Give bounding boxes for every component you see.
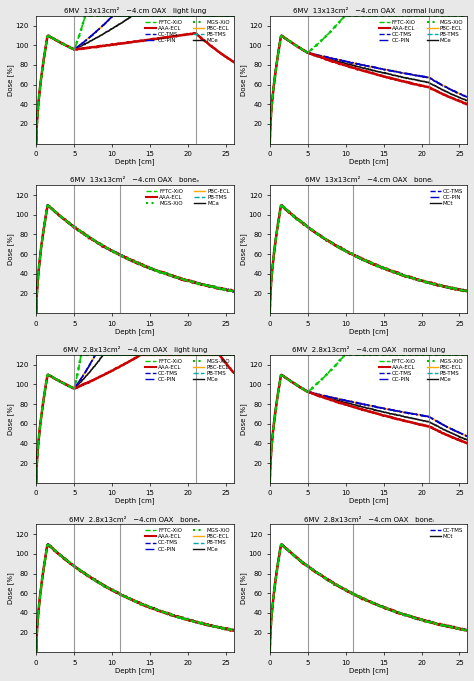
- Legend: CC-TMS, MCt: CC-TMS, MCt: [429, 527, 464, 541]
- Legend: FFTC-XiO, AAA-ECL, CC-TMS, CC-PIN, MGS-XiO, PBC-ECL, PB-TMS, MCe: FFTC-XiO, AAA-ECL, CC-TMS, CC-PIN, MGS-X…: [144, 527, 231, 553]
- X-axis label: Depth [cm]: Depth [cm]: [115, 498, 155, 505]
- Legend: FFTC-XiO, AAA-ECL, CC-TMS, CC-PIN, MGS-XiO, PBC-ECL, PB-TMS, MCe: FFTC-XiO, AAA-ECL, CC-TMS, CC-PIN, MGS-X…: [144, 18, 231, 44]
- Title: 6MV  13x13cm²   −4.cm OAX   normal lung: 6MV 13x13cm² −4.cm OAX normal lung: [293, 7, 444, 14]
- Legend: FFTC-XiO, AAA-ECL, CC-TMS, CC-PIN, MGS-XiO, PBC-ECL, PB-TMS, MCe: FFTC-XiO, AAA-ECL, CC-TMS, CC-PIN, MGS-X…: [378, 18, 464, 44]
- Y-axis label: Dose [%]: Dose [%]: [240, 403, 247, 434]
- Title: 6MV  13x13cm²   −4.cm OAX   boneₑ: 6MV 13x13cm² −4.cm OAX boneₑ: [70, 178, 200, 183]
- X-axis label: Depth [cm]: Depth [cm]: [115, 667, 155, 674]
- X-axis label: Depth [cm]: Depth [cm]: [349, 667, 388, 674]
- Title: 6MV  13x13cm²   −4.cm OAX   boneᵢ: 6MV 13x13cm² −4.cm OAX boneᵢ: [305, 178, 432, 183]
- Y-axis label: Dose [%]: Dose [%]: [7, 234, 14, 265]
- Legend: FFTC-XiO, AAA-ECL, CC-TMS, CC-PIN, MGS-XiO, PBC-ECL, PB-TMS, MCe: FFTC-XiO, AAA-ECL, CC-TMS, CC-PIN, MGS-X…: [144, 358, 231, 383]
- Title: 6MV  2.8x13cm²   −4.cm OAX   normal lung: 6MV 2.8x13cm² −4.cm OAX normal lung: [292, 346, 445, 353]
- X-axis label: Depth [cm]: Depth [cm]: [349, 498, 388, 505]
- Title: 6MV  2.8x13cm²   −4.cm OAX   boneᵢ: 6MV 2.8x13cm² −4.cm OAX boneᵢ: [303, 517, 433, 522]
- Title: 6MV  13x13cm²   −4.cm OAX   light lung: 6MV 13x13cm² −4.cm OAX light lung: [64, 7, 206, 14]
- Y-axis label: Dose [%]: Dose [%]: [240, 234, 247, 265]
- Y-axis label: Dose [%]: Dose [%]: [7, 403, 14, 434]
- X-axis label: Depth [cm]: Depth [cm]: [349, 328, 388, 335]
- Legend: FFTC-XiO, AAA-ECL, CC-TMS, CC-PIN, MGS-XiO, PBC-ECL, PB-TMS, MCe: FFTC-XiO, AAA-ECL, CC-TMS, CC-PIN, MGS-X…: [378, 358, 464, 383]
- Title: 6MV  2.8x13cm²   −4.cm OAX   light lung: 6MV 2.8x13cm² −4.cm OAX light lung: [63, 346, 207, 353]
- Title: 6MV  2.8x13cm²   −4.cm OAX   boneₑ: 6MV 2.8x13cm² −4.cm OAX boneₑ: [69, 517, 201, 522]
- Legend: FFTC-XiO, AAA-ECL, MGS-XiO, PBC-ECL, PB-TMS, MCa: FFTC-XiO, AAA-ECL, MGS-XiO, PBC-ECL, PB-…: [145, 188, 231, 208]
- X-axis label: Depth [cm]: Depth [cm]: [349, 159, 388, 165]
- Legend: CC-TMS, CC-PIN, MCt: CC-TMS, CC-PIN, MCt: [429, 188, 464, 208]
- X-axis label: Depth [cm]: Depth [cm]: [115, 159, 155, 165]
- X-axis label: Depth [cm]: Depth [cm]: [115, 328, 155, 335]
- Y-axis label: Dose [%]: Dose [%]: [240, 573, 247, 604]
- Y-axis label: Dose [%]: Dose [%]: [7, 64, 14, 95]
- Y-axis label: Dose [%]: Dose [%]: [7, 573, 14, 604]
- Y-axis label: Dose [%]: Dose [%]: [240, 64, 247, 95]
